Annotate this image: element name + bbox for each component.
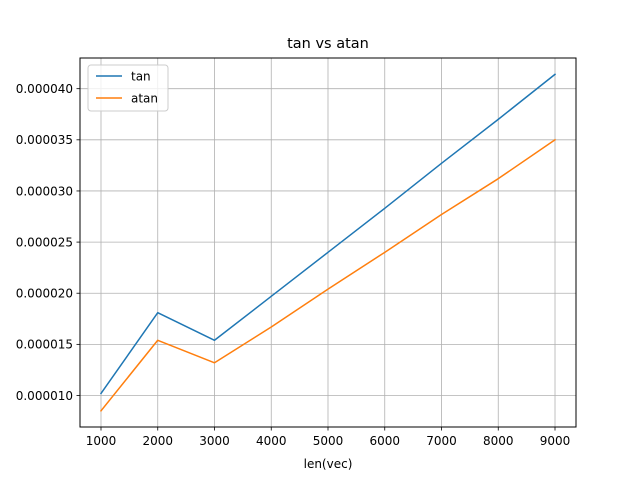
x-axis-label: len(vec): [304, 457, 353, 471]
series-line-tan: [99, 73, 557, 395]
y-tick-label: 0.000040: [16, 82, 73, 96]
x-tick-label: 2000: [142, 434, 173, 448]
x-tick-label: 9000: [540, 434, 571, 448]
x-tick-label: 5000: [313, 434, 344, 448]
series-line-atan: [99, 138, 557, 412]
legend-label-tan: tan: [131, 69, 151, 83]
y-tick-label: 0.000020: [16, 287, 73, 301]
y-tick-label: 0.000025: [16, 235, 73, 249]
legend: tan atan: [87, 64, 169, 112]
y-tick-label: 0.000035: [16, 133, 73, 147]
x-tick-label: 3000: [199, 434, 230, 448]
x-tick-label: 4000: [256, 434, 287, 448]
y-tick-label: 0.000010: [16, 389, 73, 403]
plot-area: [99, 73, 557, 412]
x-tick-label: 6000: [369, 434, 400, 448]
chart-title: tan vs atan: [287, 36, 369, 52]
y-tick-label: 0.000030: [16, 184, 73, 198]
x-tick-label: 7000: [426, 434, 457, 448]
x-tick-label: 1000: [86, 434, 117, 448]
x-tick-label: 8000: [483, 434, 514, 448]
legend-label-atan: atan: [131, 91, 158, 105]
y-tick-label: 0.000015: [16, 338, 73, 352]
axis-ticks: 1000 2000 3000 4000 5000 6000 7000 8000 9000 0.00…: [16, 82, 571, 448]
